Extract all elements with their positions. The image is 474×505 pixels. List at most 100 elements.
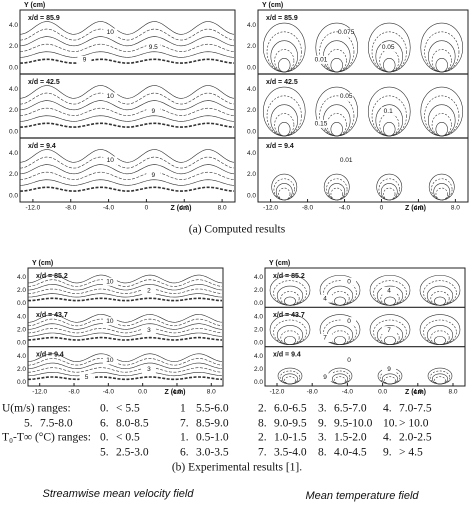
contour — [380, 330, 400, 345]
contour-label: 0 — [347, 357, 351, 364]
contour — [420, 86, 464, 137]
footer-label: Streamwise mean velocity field — [42, 488, 194, 500]
label-bg — [103, 156, 118, 165]
label-bg — [381, 43, 396, 52]
contour — [27, 279, 223, 287]
label-bg — [382, 326, 396, 335]
contour — [19, 179, 235, 186]
contour — [19, 92, 235, 105]
range-index: 4. — [383, 432, 392, 444]
range-value: 5.5-6.0 — [196, 403, 229, 415]
label-bg — [141, 286, 156, 295]
contour — [424, 95, 460, 137]
label-bg — [318, 294, 332, 303]
range-value: 1.0-1.5 — [274, 432, 307, 444]
panel-frame — [19, 9, 236, 203]
contour-label: 9 — [151, 172, 155, 179]
x-tick-label: -12.0 — [25, 205, 40, 212]
contour — [379, 49, 400, 73]
x-tick-label: -8.0 — [65, 205, 77, 212]
y-tick-label: 0.0 — [247, 192, 256, 199]
range-value: 7.0-7.5 — [399, 403, 432, 415]
label-bg — [103, 92, 118, 101]
x-tick-label: 0.0 — [138, 389, 147, 396]
contour — [420, 22, 464, 73]
contour — [284, 376, 296, 385]
contour — [27, 318, 223, 327]
contour — [27, 358, 223, 366]
contour — [434, 376, 446, 385]
y-axis-label: Y (cm) — [269, 260, 290, 267]
caption: (b) Experimental results [1]. — [172, 462, 302, 474]
range-value: 1.5-2.0 — [334, 432, 367, 444]
contour — [334, 296, 346, 306]
x-tick-label: -8.0 — [302, 205, 314, 212]
contour-label: 0.01 — [315, 57, 328, 64]
contour — [27, 362, 223, 370]
contour — [280, 291, 300, 306]
range-value: 6.0-6.5 — [274, 403, 307, 415]
contour — [380, 183, 398, 201]
contour — [20, 186, 235, 192]
range-value: > 10.0 — [399, 418, 429, 430]
y-tick-label: 4.0 — [254, 353, 263, 360]
contour — [27, 327, 223, 334]
contour — [433, 183, 451, 201]
contour — [330, 330, 350, 345]
contour — [19, 21, 235, 35]
contour — [330, 187, 343, 201]
x-tick-label: 8.0 — [448, 389, 457, 396]
label-bg — [77, 55, 92, 64]
y-tick-label: 4.0 — [9, 150, 18, 157]
contour-label: 5 — [85, 374, 89, 381]
x-tick-label: -4.0 — [339, 205, 351, 212]
range-value: 8.0-8.5 — [116, 418, 149, 430]
contour — [380, 291, 400, 306]
contour — [273, 319, 307, 345]
contour — [428, 104, 456, 137]
contour — [424, 31, 460, 73]
contour — [266, 31, 302, 73]
y-axis-label: Y (cm) — [24, 2, 45, 9]
x-tick-label: -4.0 — [103, 389, 115, 396]
contour — [279, 370, 301, 385]
contour — [419, 274, 461, 306]
contour — [434, 296, 446, 306]
label-bg — [103, 28, 118, 37]
y-tick-label: 4.0 — [247, 86, 256, 93]
contour — [435, 121, 448, 137]
contour — [419, 314, 461, 345]
contour-label: 10 — [106, 278, 114, 285]
range-index: 9. — [383, 447, 392, 459]
x-tick-label: 0 — [145, 205, 149, 212]
strip-label: x/d = 85.9 — [28, 15, 60, 22]
range-value: < 0.5 — [116, 432, 140, 444]
y-tick-label: 2.0 — [17, 326, 26, 333]
range-label: U(m/s) ranges: — [2, 403, 71, 415]
range-value: 3.5-4.0 — [274, 447, 307, 459]
x-tick-label: 8.0 — [451, 205, 460, 212]
x-tick-label: 4.0 — [414, 205, 423, 212]
contour — [334, 376, 346, 385]
contour — [423, 280, 457, 306]
y-tick-label: 2.0 — [17, 366, 26, 373]
label-bg — [314, 119, 328, 128]
contour — [376, 173, 403, 201]
contour — [379, 370, 401, 385]
x-axis-label: Z (cm) — [165, 389, 186, 396]
range-index: 4. — [383, 403, 392, 415]
label-bg — [339, 28, 354, 37]
contour — [278, 187, 291, 201]
contour — [383, 187, 396, 201]
y-axis-label: Y (cm) — [32, 260, 53, 267]
contour — [271, 173, 298, 201]
label-bg — [314, 55, 328, 64]
contour — [19, 156, 235, 169]
range-value: 4.0-4.5 — [334, 447, 367, 459]
y-tick-label: 0.0 — [9, 128, 18, 135]
contour — [19, 115, 235, 122]
label-bg — [339, 156, 354, 165]
y-tick-label: 4.0 — [9, 22, 18, 29]
contour — [328, 183, 346, 201]
contour — [28, 332, 223, 337]
